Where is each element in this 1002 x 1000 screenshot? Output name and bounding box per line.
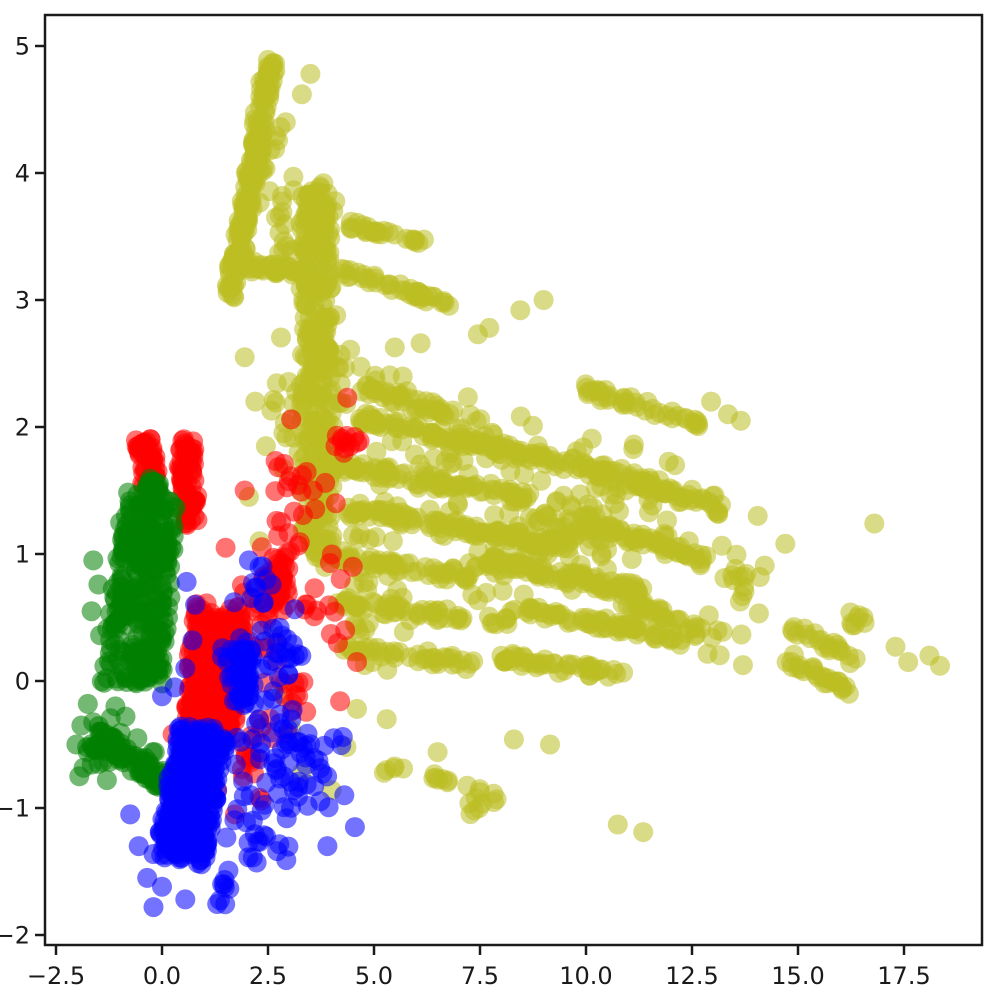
x-tick-label: −2.5 [27,962,85,990]
x-tick-label: 2.5 [249,962,287,990]
y-tick-label: 3 [15,287,30,315]
axis-tick-labels: −2.5 0.0 2.5 5.0 7.5 10.0 12.5 15.0 17.5 −2 −1 0 1 2 3… [0,33,931,990]
x-tick-label: 0.0 [143,962,181,990]
x-tick-label: 12.5 [665,962,718,990]
series-blue-cluster [120,550,365,918]
y-tick-label: 5 [15,33,30,61]
y-tick-label: −2 [0,922,30,950]
x-tick-label: 15.0 [771,962,824,990]
series-olive-cluster [216,49,950,843]
y-tick-label: 1 [15,541,30,569]
y-tick-label: 0 [15,668,30,696]
x-tick-label: 17.5 [877,962,930,990]
plot-border [43,13,984,947]
x-tick-label: 10.0 [559,962,612,990]
series-green-cluster [66,468,192,812]
y-tick-label: −1 [0,795,30,823]
y-tick-label: 4 [15,160,30,188]
x-tick-label: 5.0 [355,962,393,990]
axis-ticks [35,44,906,955]
x-tick-label: 7.5 [461,962,499,990]
y-tick-label: 2 [15,414,30,442]
